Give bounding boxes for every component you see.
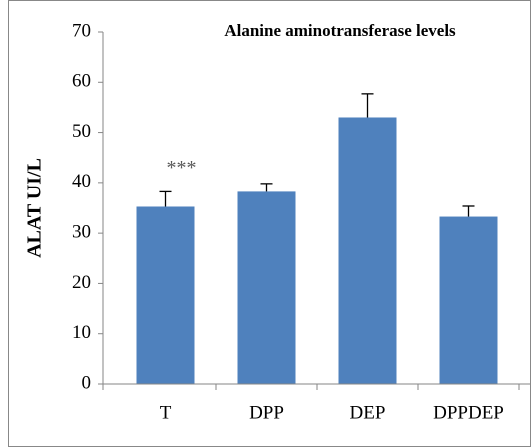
bar [338, 117, 397, 384]
annotation: *** [167, 157, 197, 179]
y-tick-label: 30 [72, 222, 91, 243]
y-tick-label: 20 [72, 272, 91, 293]
x-tick-label: T [160, 402, 172, 423]
x-tick-label: DEP [350, 402, 386, 423]
x-tick-label: DPP [249, 402, 284, 423]
chart-title: Alanine aminotransferase levels [224, 21, 456, 40]
chart-frame [8, 0, 531, 447]
y-tick-label: 50 [72, 121, 91, 142]
y-tick-label: 60 [72, 71, 91, 92]
bar [136, 206, 195, 384]
x-tick-label: DPPDEP [433, 402, 504, 423]
bar [439, 216, 498, 384]
y-axis-label: ALAT UI/L [24, 158, 46, 258]
y-tick-label: 10 [72, 322, 91, 343]
y-tick-label: 0 [82, 372, 92, 393]
bar [237, 191, 296, 384]
y-tick-label: 70 [72, 20, 91, 41]
y-tick-label: 40 [72, 171, 91, 192]
